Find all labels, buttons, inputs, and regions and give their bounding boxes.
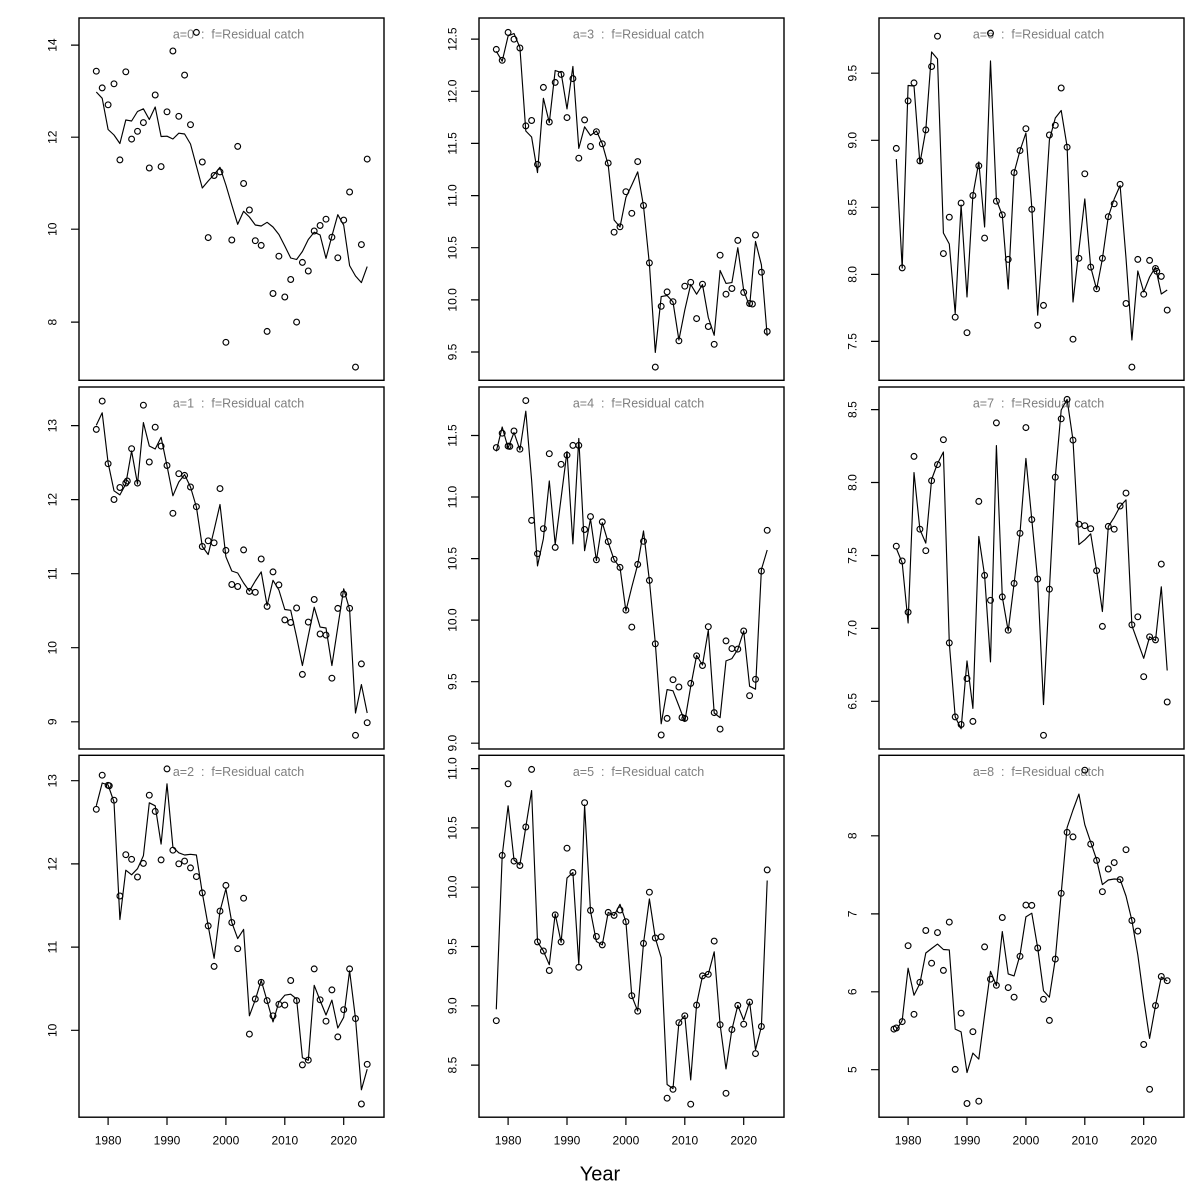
svg-text:2020: 2020 <box>330 1134 357 1148</box>
svg-text:13: 13 <box>46 419 60 433</box>
svg-text:2020: 2020 <box>1130 1134 1157 1148</box>
svg-text:12: 12 <box>46 130 60 144</box>
svg-text:1990: 1990 <box>554 1134 581 1148</box>
svg-text:a=5 : f=Residual catch: a=5 : f=Residual catch <box>573 765 704 779</box>
svg-text:1980: 1980 <box>95 1134 122 1148</box>
svg-text:1990: 1990 <box>154 1134 181 1148</box>
svg-text:11.0: 11.0 <box>446 184 460 207</box>
svg-text:10.5: 10.5 <box>446 547 460 571</box>
svg-text:11.5: 11.5 <box>446 424 460 447</box>
svg-text:8.0: 8.0 <box>846 266 860 283</box>
svg-text:9.0: 9.0 <box>446 735 460 752</box>
svg-text:7.5: 7.5 <box>846 333 860 350</box>
svg-text:5: 5 <box>846 1066 860 1073</box>
svg-text:7.0: 7.0 <box>846 620 860 637</box>
svg-text:a=6 : f=Residual catch: a=6 : f=Residual catch <box>973 28 1104 42</box>
svg-text:a=2 : f=Residual catch: a=2 : f=Residual catch <box>173 765 304 779</box>
svg-text:9: 9 <box>46 718 60 725</box>
svg-text:9.0: 9.0 <box>846 132 860 149</box>
svg-text:2020: 2020 <box>730 1134 757 1148</box>
svg-text:a=7 : f=Residual catch: a=7 : f=Residual catch <box>973 397 1104 411</box>
svg-text:2000: 2000 <box>213 1134 240 1148</box>
svg-text:10: 10 <box>46 222 60 236</box>
svg-text:8: 8 <box>46 318 60 325</box>
svg-text:8.5: 8.5 <box>846 401 860 418</box>
svg-text:11.0: 11.0 <box>446 485 460 508</box>
svg-text:a=4 : f=Residual catch: a=4 : f=Residual catch <box>573 397 704 411</box>
svg-text:2000: 2000 <box>1013 1134 1040 1148</box>
svg-text:12.0: 12.0 <box>446 79 460 103</box>
svg-text:9.5: 9.5 <box>846 65 860 82</box>
svg-text:10.0: 10.0 <box>446 875 460 899</box>
svg-text:13: 13 <box>46 774 60 788</box>
svg-text:2010: 2010 <box>271 1134 298 1148</box>
svg-text:10.5: 10.5 <box>446 816 460 840</box>
svg-text:7: 7 <box>846 910 860 917</box>
svg-text:12.5: 12.5 <box>446 27 460 51</box>
svg-text:a=1 : f=Residual catch: a=1 : f=Residual catch <box>173 397 304 411</box>
svg-text:2010: 2010 <box>671 1134 698 1148</box>
svg-text:2000: 2000 <box>613 1134 640 1148</box>
svg-text:8.0: 8.0 <box>846 474 860 491</box>
svg-text:8: 8 <box>846 832 860 839</box>
svg-text:10.0: 10.0 <box>446 288 460 312</box>
svg-text:6: 6 <box>846 988 860 995</box>
svg-text:10.5: 10.5 <box>446 236 460 260</box>
svg-text:a=0 : f=Residual catch: a=0 : f=Residual catch <box>173 28 304 42</box>
svg-text:1990: 1990 <box>954 1134 981 1148</box>
svg-text:11.5: 11.5 <box>446 132 460 155</box>
svg-text:1980: 1980 <box>495 1134 522 1148</box>
svg-text:a=8 : f=Residual catch: a=8 : f=Residual catch <box>973 765 1104 779</box>
svg-text:10: 10 <box>46 641 60 655</box>
svg-text:11: 11 <box>46 567 60 580</box>
svg-text:Year: Year <box>580 1164 621 1186</box>
svg-text:10: 10 <box>46 1023 60 1037</box>
svg-text:6.5: 6.5 <box>846 693 860 710</box>
svg-text:12: 12 <box>46 857 60 871</box>
svg-text:1980: 1980 <box>895 1134 922 1148</box>
svg-text:a=3 : f=Residual catch: a=3 : f=Residual catch <box>573 28 704 42</box>
svg-text:7.5: 7.5 <box>846 547 860 564</box>
svg-text:11.0: 11.0 <box>446 757 460 780</box>
svg-text:9.5: 9.5 <box>446 673 460 690</box>
svg-text:10.0: 10.0 <box>446 608 460 632</box>
svg-text:14: 14 <box>46 38 60 52</box>
svg-text:9.0: 9.0 <box>446 997 460 1014</box>
svg-text:2010: 2010 <box>1071 1134 1098 1148</box>
svg-text:12: 12 <box>46 493 60 507</box>
svg-text:8.5: 8.5 <box>446 1056 460 1073</box>
svg-text:8.5: 8.5 <box>846 199 860 216</box>
svg-text:11: 11 <box>46 941 60 954</box>
svg-text:9.5: 9.5 <box>446 938 460 955</box>
svg-text:9.5: 9.5 <box>446 343 460 360</box>
